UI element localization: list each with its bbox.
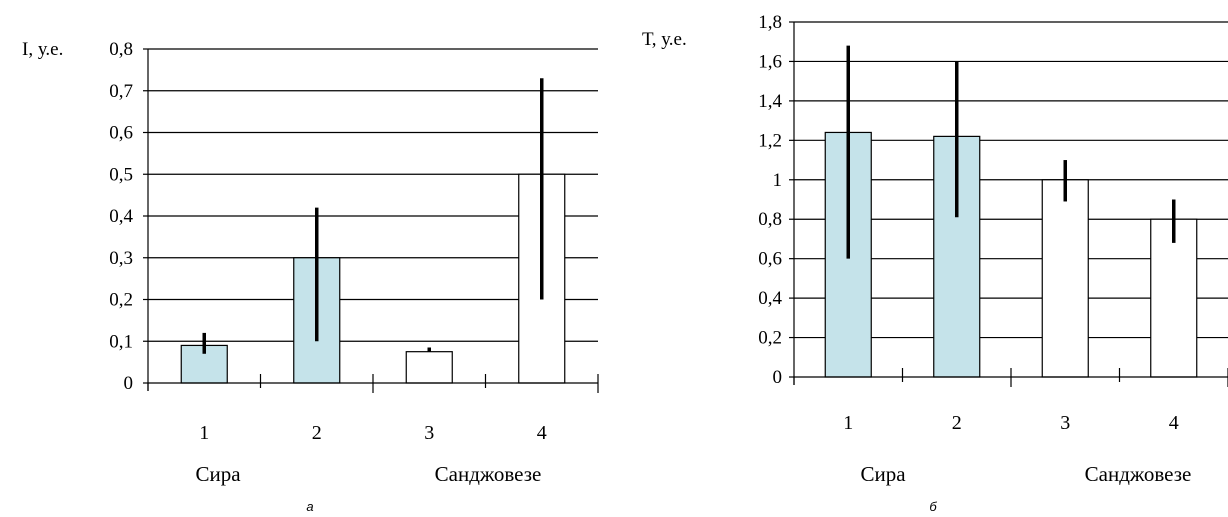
y-tick-label: 1,6: [758, 51, 782, 72]
error-bars: [202, 78, 544, 354]
y-tick-label: 0,2: [758, 328, 782, 349]
y-tick-label: 0,1: [109, 331, 133, 352]
x-tick-label: 4: [1169, 412, 1179, 434]
y-tick-label: 0: [773, 367, 783, 388]
bar-3: [1041, 179, 1089, 378]
panel-label: б: [929, 499, 937, 514]
y-tick-labels: 0 0,1 0,2 0,3 0,4 0,5 0,6 0,7 0,8: [109, 39, 133, 394]
y-tick-labels: 0 0,2 0,4 0,6 0,8 1 1,2 1,4 1,6 1,8: [758, 12, 782, 388]
x-tick-label: 3: [1060, 412, 1070, 434]
y-tick-label: 0,2: [109, 290, 133, 311]
y-tick-label: 0,4: [758, 288, 782, 309]
grid-lines: [794, 21, 1228, 339]
group-label-1: Сира: [195, 462, 241, 486]
y-tick-label: 0,8: [109, 39, 133, 60]
bar-2: [933, 135, 981, 378]
x-tick-labels: 1 2 3 4: [199, 422, 547, 444]
x-tick-label: 1: [843, 412, 853, 434]
y-axis-label: I, у.е.: [22, 39, 63, 60]
bars: [824, 131, 1198, 378]
panel-label: а: [306, 499, 313, 514]
chart-a: I, у.е. 0 0,1 0,2 0,3 0,4 0,5 0,6 0,7 0,8 1 2 3 4 С…: [22, 39, 599, 514]
grid-lines: [148, 48, 598, 342]
bar-1: [824, 131, 872, 378]
y-tick-label: 1,4: [758, 91, 782, 112]
y-tick-label: 0,6: [758, 249, 782, 270]
bar-3: [405, 351, 453, 384]
group-label-2: Санджовезе: [1085, 462, 1192, 486]
bar-4: [1150, 218, 1198, 378]
y-tick-label: 0,4: [109, 206, 133, 227]
y-tick-label: 0,5: [109, 164, 133, 185]
y-tick-label: 1,8: [758, 12, 782, 33]
y-tick-label: 0,3: [109, 248, 133, 269]
y-tick-label: 0,7: [109, 81, 133, 102]
x-tick-label: 2: [312, 422, 322, 444]
x-tick-label: 4: [537, 422, 547, 444]
y-tick-label: 0,6: [109, 123, 133, 144]
axes: [143, 48, 599, 393]
y-tick-label: 0: [124, 373, 134, 394]
group-label-1: Сира: [860, 462, 906, 486]
x-tick-label: 2: [952, 412, 962, 434]
x-tick-labels: 1 2 3 4: [843, 412, 1179, 434]
bars: [180, 173, 566, 384]
axes: [789, 21, 1228, 387]
y-tick-label: 1,2: [758, 130, 782, 151]
group-label-2: Санджовезе: [435, 462, 542, 486]
y-tick-label: 0,8: [758, 209, 782, 230]
x-tick-label: 1: [199, 422, 209, 444]
y-axis-label: Т, у.е.: [642, 29, 687, 50]
y-tick-label: 1: [773, 170, 783, 191]
error-bars: [846, 45, 1176, 259]
x-tick-label: 3: [424, 422, 434, 444]
